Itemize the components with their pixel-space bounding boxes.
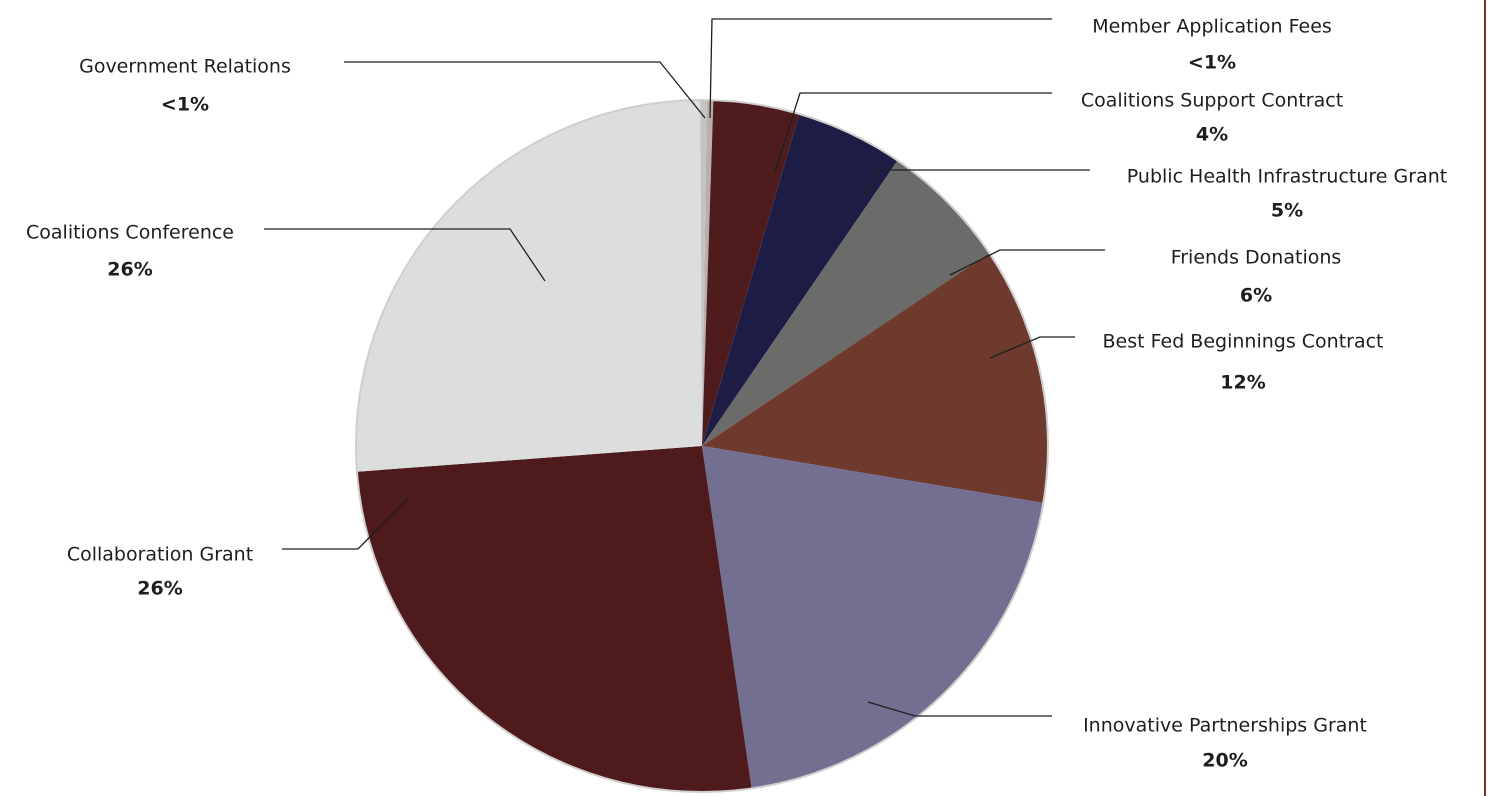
pie-slice-government-relations (700, 99, 707, 446)
leader-line-coalitions-conference (264, 228, 546, 282)
slice-value-collaboration-grant: 26% (137, 578, 182, 600)
slice-label-government-relations: Government Relations (79, 56, 291, 78)
pie-slice-friends-donations (702, 160, 990, 446)
slice-labels: Member Application Fees <1% Coalitions Sup… (26, 16, 1447, 772)
slice-label-coalitions-conference: Coalitions Conference (26, 222, 234, 244)
pie-slice-collaboration-grant (356, 446, 752, 792)
slice-label-innovative-partnerships-grant: Innovative Partnerships Grant (1083, 715, 1367, 737)
pie-slice-public-health-infrastructure-grant (702, 113, 898, 446)
pie-slices (355, 99, 1049, 793)
leader-line-member-application-fees (709, 18, 1052, 119)
leader-line-government-relations (344, 61, 706, 119)
pie-slice-innovative-partnerships-grant (702, 446, 1044, 789)
leader-line-friends-donations (949, 249, 1105, 276)
pie-outline (355, 99, 1049, 793)
slice-label-public-health-infrastructure-grant: Public Health Infrastructure Grant (1127, 166, 1447, 188)
pie-slice-member-application-fees (702, 100, 714, 446)
pie-slice-coalitions-support-contract (702, 100, 800, 446)
slice-label-coalitions-support-contract: Coalitions Support Contract (1081, 90, 1343, 112)
slice-label-friends-donations: Friends Donations (1171, 247, 1342, 269)
leader-line-innovative-partnerships-grant (867, 701, 1052, 717)
leader-line-public-health-infrastructure-grant (859, 169, 1090, 204)
leader-line-coalitions-support-contract (774, 92, 1052, 173)
slice-value-friends-donations: 6% (1240, 285, 1272, 307)
leader-line-best-fed-beginnings-contract (989, 336, 1075, 359)
slice-value-innovative-partnerships-grant: 20% (1202, 750, 1247, 772)
pie-slice-coalitions-conference (356, 100, 702, 472)
slice-value-member-application-fees: <1% (1188, 52, 1236, 74)
slice-value-best-fed-beginnings-contract: 12% (1220, 372, 1265, 394)
slice-label-best-fed-beginnings-contract: Best Fed Beginnings Contract (1103, 331, 1384, 353)
leader-line-collaboration-grant (282, 497, 409, 550)
page-border-rule (1484, 0, 1486, 796)
slice-value-public-health-infrastructure-grant: 5% (1271, 200, 1303, 222)
slice-label-collaboration-grant: Collaboration Grant (67, 544, 253, 566)
slice-value-coalitions-conference: 26% (107, 259, 152, 281)
leader-lines (264, 18, 1105, 717)
slice-value-coalitions-support-contract: 4% (1196, 124, 1228, 146)
slice-label-member-application-fees: Member Application Fees (1092, 16, 1332, 38)
pie-slice-best-fed-beginnings-contract (702, 253, 1049, 503)
slice-value-government-relations: <1% (161, 94, 209, 116)
